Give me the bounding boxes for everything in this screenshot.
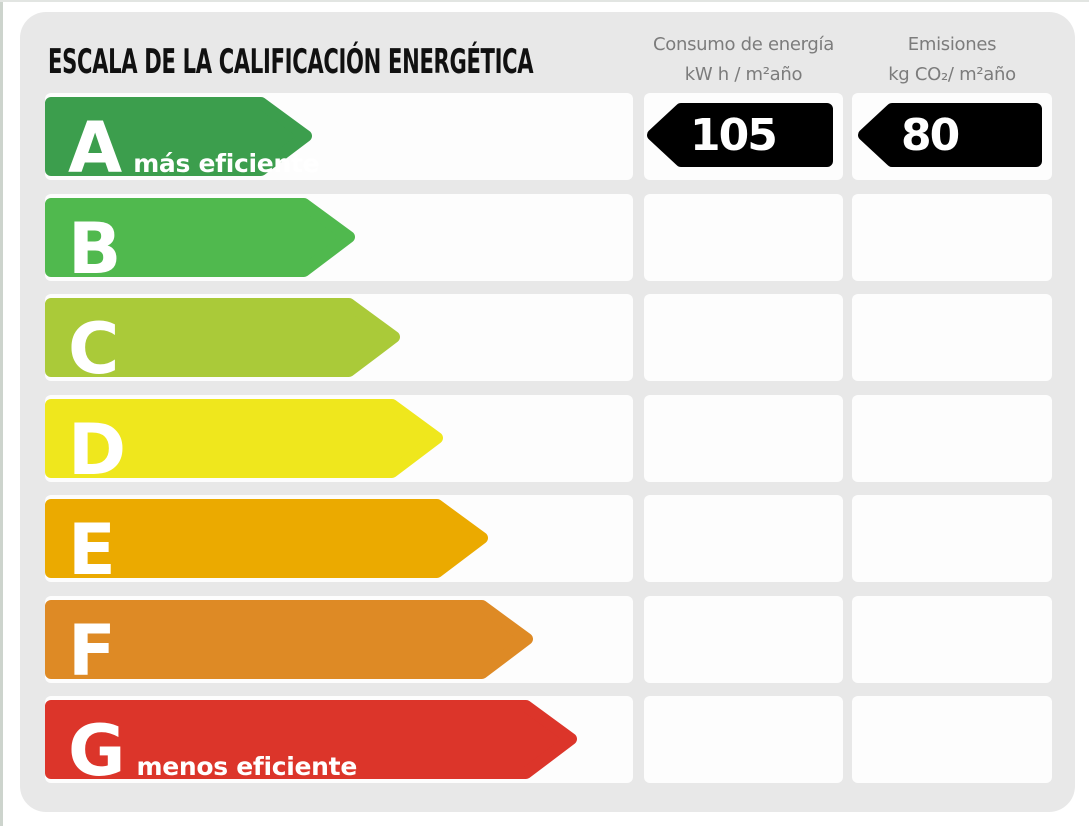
rating-row-b: B	[20, 194, 1075, 284]
rating-bar-arrow-shape	[45, 97, 312, 176]
rating-bar: E	[45, 495, 488, 585]
rating-letter: F	[68, 610, 116, 692]
rating-row-c: C	[20, 294, 1075, 384]
rating-bar-arrow-shape	[45, 600, 533, 679]
emissions-cell	[852, 294, 1052, 381]
rating-letter: C	[68, 308, 120, 390]
emissions-badge: 80	[858, 103, 1042, 167]
rating-note: más eficiente	[133, 149, 320, 178]
column-header-consumption-line1: Consumo de energía	[653, 34, 834, 55]
consumption-cell	[644, 194, 843, 281]
rating-bar: C	[45, 294, 400, 384]
rating-bar-arrow-shape	[45, 499, 488, 578]
column-header-consumption-line2: kW h / m²año	[684, 63, 803, 85]
rating-bar: B	[45, 194, 355, 284]
rating-bar-text: B	[68, 214, 121, 284]
rating-letter: E	[68, 509, 116, 591]
rating-letter: G	[68, 710, 126, 792]
left-arrow-icon	[647, 103, 833, 167]
rating-bar-arrow-shape	[45, 399, 443, 478]
emissions-cell	[852, 696, 1052, 783]
consumption-cell	[644, 495, 843, 582]
rating-bar-text: C	[68, 314, 119, 384]
rating-bar-text: D	[68, 415, 126, 485]
rating-row-d: D	[20, 395, 1075, 485]
consumption-badge: 105	[647, 103, 833, 167]
emissions-cell	[852, 596, 1052, 683]
column-header-emissions-line1: Emisiones	[907, 34, 997, 55]
left-arrow-icon	[858, 103, 1042, 167]
rating-row-e: E	[20, 495, 1075, 585]
rating-letter: D	[68, 409, 127, 491]
energy-rating-panel: ESCALA DE LA CALIFICACIÓN ENERGÉTICA Con…	[20, 12, 1075, 812]
column-header-consumption: Consumo de energía kW h / m²año	[644, 30, 843, 89]
consumption-cell	[644, 696, 843, 783]
rating-bar-arrow-shape	[45, 198, 355, 277]
rating-letter: A	[68, 107, 123, 189]
rating-bar-arrow-shape	[45, 298, 400, 377]
rating-bar-text: E	[68, 515, 116, 585]
rating-bar: D	[45, 395, 443, 485]
emissions-value: 80	[901, 109, 960, 161]
consumption-cell	[644, 395, 843, 482]
consumption-cell	[644, 294, 843, 381]
rating-bar-text: F	[68, 616, 116, 686]
emissions-cell	[852, 495, 1052, 582]
rating-bar-arrow-shape	[45, 700, 577, 779]
consumption-cell	[644, 596, 843, 683]
rating-bar: F	[45, 596, 533, 686]
rating-note: menos eficiente	[136, 752, 357, 781]
rating-letter: B	[68, 208, 122, 290]
column-header-emissions-line2: kg CO₂/ m²año	[888, 63, 1016, 85]
rating-row-f: F	[20, 596, 1075, 686]
emissions-cell	[852, 194, 1052, 281]
emissions-cell	[852, 395, 1052, 482]
column-header-emissions: Emisiones kg CO₂/ m²año	[852, 30, 1052, 89]
page-left-edge-line	[0, 0, 3, 826]
page-top-edge-line	[0, 0, 1089, 2]
consumption-value: 105	[690, 109, 778, 161]
page-title: ESCALA DE LA CALIFICACIÓN ENERGÉTICA	[48, 42, 534, 82]
